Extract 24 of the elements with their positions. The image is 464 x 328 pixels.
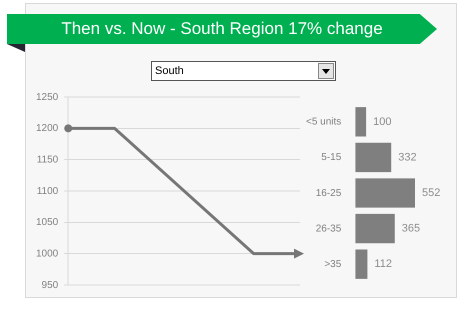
bar bbox=[355, 178, 415, 208]
data-label: 332 bbox=[398, 151, 417, 164]
data-label: 112 bbox=[374, 258, 392, 270]
bar bbox=[355, 142, 392, 172]
y-tick-label: 1100 bbox=[36, 186, 59, 197]
y-tick-label: 1200 bbox=[36, 123, 59, 134]
y-tick-label: 16-25 bbox=[316, 188, 342, 199]
chart-title: Then vs. Now - South Region 17% change bbox=[7, 14, 437, 44]
y-tick-label: >35 bbox=[324, 258, 342, 270]
y-tick-label: <5 units bbox=[306, 116, 342, 128]
y-tick-label: 950 bbox=[42, 280, 59, 291]
data-label: 552 bbox=[422, 187, 440, 200]
y-tick-label: 1250 bbox=[36, 92, 59, 103]
y-tick-label: 5-15 bbox=[321, 152, 342, 164]
bar bbox=[355, 107, 366, 136]
y-tick-label: 26-35 bbox=[316, 223, 342, 234]
y-tick-label: 1050 bbox=[36, 217, 59, 228]
data-label: 365 bbox=[402, 222, 420, 235]
text: South bbox=[155, 65, 184, 77]
y-tick-label: 1150 bbox=[36, 154, 59, 166]
bar bbox=[355, 250, 368, 279]
bar bbox=[355, 214, 395, 244]
data-label: 100 bbox=[373, 116, 392, 128]
y-tick-label: 1000 bbox=[36, 248, 59, 260]
